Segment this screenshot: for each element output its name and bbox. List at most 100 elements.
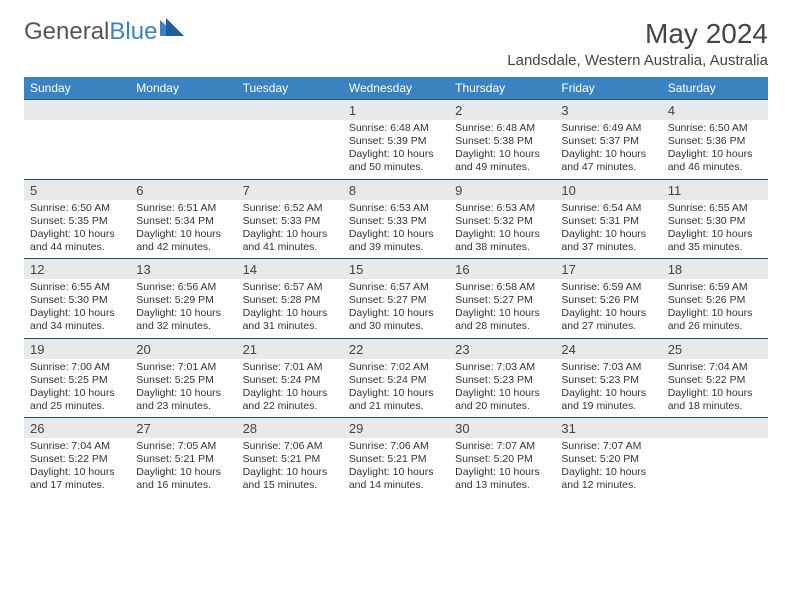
day-data: Sunrise: 6:58 AMSunset: 5:27 PMDaylight:…: [449, 279, 555, 338]
calendar-day-cell: 4Sunrise: 6:50 AMSunset: 5:36 PMDaylight…: [662, 100, 768, 180]
day-number: 5: [24, 180, 130, 200]
calendar-day-cell: 28Sunrise: 7:06 AMSunset: 5:21 PMDayligh…: [237, 418, 343, 497]
calendar-day-cell: 14Sunrise: 6:57 AMSunset: 5:28 PMDayligh…: [237, 259, 343, 339]
day-number: 28: [237, 418, 343, 438]
calendar-week-row: 5Sunrise: 6:50 AMSunset: 5:35 PMDaylight…: [24, 179, 768, 259]
calendar-day-cell: [237, 100, 343, 180]
calendar-table: SundayMondayTuesdayWednesdayThursdayFrid…: [24, 77, 768, 497]
calendar-day-cell: 15Sunrise: 6:57 AMSunset: 5:27 PMDayligh…: [343, 259, 449, 339]
calendar-day-cell: 18Sunrise: 6:59 AMSunset: 5:26 PMDayligh…: [662, 259, 768, 339]
flag-icon: [160, 18, 186, 38]
day-number: 6: [130, 180, 236, 200]
brand-part1: General: [24, 18, 109, 46]
brand-part2: Blue: [109, 18, 157, 46]
day-number: 22: [343, 339, 449, 359]
calendar-header-row: SundayMondayTuesdayWednesdayThursdayFrid…: [24, 77, 768, 100]
calendar-week-row: 26Sunrise: 7:04 AMSunset: 5:22 PMDayligh…: [24, 418, 768, 497]
day-number: 24: [555, 339, 661, 359]
day-number: 18: [662, 259, 768, 279]
calendar-day-cell: 2Sunrise: 6:48 AMSunset: 5:38 PMDaylight…: [449, 100, 555, 180]
calendar-day-cell: 31Sunrise: 7:07 AMSunset: 5:20 PMDayligh…: [555, 418, 661, 497]
calendar-day-cell: 23Sunrise: 7:03 AMSunset: 5:23 PMDayligh…: [449, 338, 555, 418]
calendar-day-cell: 3Sunrise: 6:49 AMSunset: 5:37 PMDaylight…: [555, 100, 661, 180]
calendar-day-cell: 1Sunrise: 6:48 AMSunset: 5:39 PMDaylight…: [343, 100, 449, 180]
day-number: 27: [130, 418, 236, 438]
brand-logo: GeneralBlue: [24, 18, 186, 46]
weekday-header: Tuesday: [237, 77, 343, 100]
day-data: Sunrise: 7:05 AMSunset: 5:21 PMDaylight:…: [130, 438, 236, 497]
day-number: 26: [24, 418, 130, 438]
day-data: Sunrise: 6:48 AMSunset: 5:38 PMDaylight:…: [449, 120, 555, 179]
calendar-day-cell: [24, 100, 130, 180]
day-data: Sunrise: 6:59 AMSunset: 5:26 PMDaylight:…: [555, 279, 661, 338]
day-data: Sunrise: 6:50 AMSunset: 5:35 PMDaylight:…: [24, 200, 130, 259]
calendar-day-cell: [130, 100, 236, 180]
day-number: 2: [449, 100, 555, 120]
day-data: Sunrise: 6:55 AMSunset: 5:30 PMDaylight:…: [24, 279, 130, 338]
day-number: 9: [449, 180, 555, 200]
day-data: Sunrise: 7:06 AMSunset: 5:21 PMDaylight:…: [237, 438, 343, 497]
weekday-header: Monday: [130, 77, 236, 100]
day-data: Sunrise: 6:52 AMSunset: 5:33 PMDaylight:…: [237, 200, 343, 259]
day-data: Sunrise: 6:57 AMSunset: 5:27 PMDaylight:…: [343, 279, 449, 338]
calendar-week-row: 12Sunrise: 6:55 AMSunset: 5:30 PMDayligh…: [24, 259, 768, 339]
day-data: Sunrise: 6:59 AMSunset: 5:26 PMDaylight:…: [662, 279, 768, 338]
calendar-day-cell: [662, 418, 768, 497]
day-number: 30: [449, 418, 555, 438]
day-data: Sunrise: 6:48 AMSunset: 5:39 PMDaylight:…: [343, 120, 449, 179]
location-label: Landsdale, Western Australia, Australia: [507, 52, 768, 69]
calendar-day-cell: 22Sunrise: 7:02 AMSunset: 5:24 PMDayligh…: [343, 338, 449, 418]
day-number: 17: [555, 259, 661, 279]
day-number: 13: [130, 259, 236, 279]
day-number: 14: [237, 259, 343, 279]
day-data: Sunrise: 7:00 AMSunset: 5:25 PMDaylight:…: [24, 359, 130, 418]
calendar-day-cell: 17Sunrise: 6:59 AMSunset: 5:26 PMDayligh…: [555, 259, 661, 339]
weekday-header: Sunday: [24, 77, 130, 100]
day-data: Sunrise: 7:04 AMSunset: 5:22 PMDaylight:…: [24, 438, 130, 497]
day-data: Sunrise: 7:02 AMSunset: 5:24 PMDaylight:…: [343, 359, 449, 418]
calendar-week-row: 1Sunrise: 6:48 AMSunset: 5:39 PMDaylight…: [24, 100, 768, 180]
calendar-day-cell: 7Sunrise: 6:52 AMSunset: 5:33 PMDaylight…: [237, 179, 343, 259]
day-number: 29: [343, 418, 449, 438]
calendar-day-cell: 19Sunrise: 7:00 AMSunset: 5:25 PMDayligh…: [24, 338, 130, 418]
weekday-header: Friday: [555, 77, 661, 100]
day-data: Sunrise: 7:06 AMSunset: 5:21 PMDaylight:…: [343, 438, 449, 497]
day-data: Sunrise: 6:57 AMSunset: 5:28 PMDaylight:…: [237, 279, 343, 338]
calendar-day-cell: 20Sunrise: 7:01 AMSunset: 5:25 PMDayligh…: [130, 338, 236, 418]
day-number: 8: [343, 180, 449, 200]
day-number: 1: [343, 100, 449, 120]
calendar-day-cell: 30Sunrise: 7:07 AMSunset: 5:20 PMDayligh…: [449, 418, 555, 497]
day-number: 7: [237, 180, 343, 200]
calendar-day-cell: 13Sunrise: 6:56 AMSunset: 5:29 PMDayligh…: [130, 259, 236, 339]
calendar-day-cell: 27Sunrise: 7:05 AMSunset: 5:21 PMDayligh…: [130, 418, 236, 497]
calendar-week-row: 19Sunrise: 7:00 AMSunset: 5:25 PMDayligh…: [24, 338, 768, 418]
calendar-day-cell: 26Sunrise: 7:04 AMSunset: 5:22 PMDayligh…: [24, 418, 130, 497]
calendar-day-cell: 12Sunrise: 6:55 AMSunset: 5:30 PMDayligh…: [24, 259, 130, 339]
day-number: 16: [449, 259, 555, 279]
calendar-body: 1Sunrise: 6:48 AMSunset: 5:39 PMDaylight…: [24, 100, 768, 497]
calendar-day-cell: 25Sunrise: 7:04 AMSunset: 5:22 PMDayligh…: [662, 338, 768, 418]
day-number: 21: [237, 339, 343, 359]
day-number: 19: [24, 339, 130, 359]
day-data: Sunrise: 6:50 AMSunset: 5:36 PMDaylight:…: [662, 120, 768, 179]
day-number: 3: [555, 100, 661, 120]
calendar-day-cell: 29Sunrise: 7:06 AMSunset: 5:21 PMDayligh…: [343, 418, 449, 497]
day-number: 11: [662, 180, 768, 200]
calendar-day-cell: 24Sunrise: 7:03 AMSunset: 5:23 PMDayligh…: [555, 338, 661, 418]
day-data: Sunrise: 6:53 AMSunset: 5:32 PMDaylight:…: [449, 200, 555, 259]
day-number: 23: [449, 339, 555, 359]
day-data: Sunrise: 6:53 AMSunset: 5:33 PMDaylight:…: [343, 200, 449, 259]
weekday-header: Saturday: [662, 77, 768, 100]
calendar-day-cell: 11Sunrise: 6:55 AMSunset: 5:30 PMDayligh…: [662, 179, 768, 259]
day-data: Sunrise: 6:55 AMSunset: 5:30 PMDaylight:…: [662, 200, 768, 259]
day-number: 15: [343, 259, 449, 279]
calendar-day-cell: 21Sunrise: 7:01 AMSunset: 5:24 PMDayligh…: [237, 338, 343, 418]
calendar-day-cell: 16Sunrise: 6:58 AMSunset: 5:27 PMDayligh…: [449, 259, 555, 339]
day-number: 4: [662, 100, 768, 120]
calendar-day-cell: 9Sunrise: 6:53 AMSunset: 5:32 PMDaylight…: [449, 179, 555, 259]
weekday-header: Wednesday: [343, 77, 449, 100]
day-data: Sunrise: 6:56 AMSunset: 5:29 PMDaylight:…: [130, 279, 236, 338]
day-data: Sunrise: 6:54 AMSunset: 5:31 PMDaylight:…: [555, 200, 661, 259]
calendar-day-cell: 8Sunrise: 6:53 AMSunset: 5:33 PMDaylight…: [343, 179, 449, 259]
day-data: Sunrise: 6:49 AMSunset: 5:37 PMDaylight:…: [555, 120, 661, 179]
